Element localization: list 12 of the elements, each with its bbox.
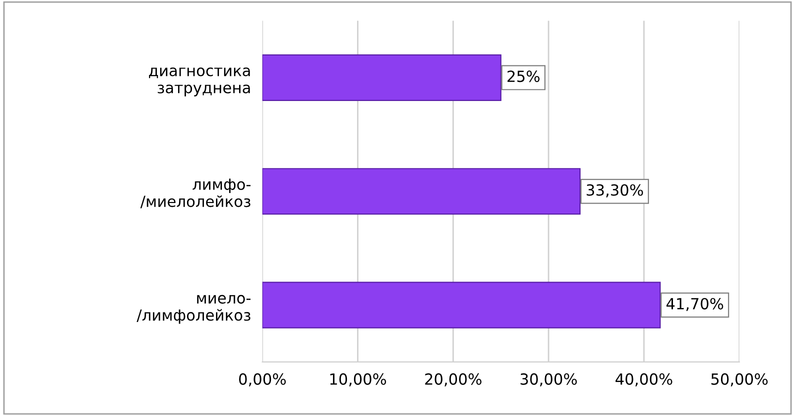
x-tick-label: 50,00% bbox=[711, 373, 768, 386]
x-tick-label: 40,00% bbox=[616, 373, 672, 386]
data-label: 33,30% bbox=[586, 184, 643, 198]
data-label: 25% bbox=[508, 70, 540, 82]
y-tick-label: лимфо- /миелолейкоз bbox=[140, 178, 250, 208]
x-tick-label: 30,00% bbox=[520, 373, 577, 386]
y-tick-label: миело- /лимфолейкоз bbox=[136, 294, 250, 324]
x-tick-label: 20,00% bbox=[425, 373, 482, 386]
y-tick-label: диагностика затруднена bbox=[149, 68, 250, 96]
data-label: 41,70% bbox=[666, 298, 724, 312]
x-tick-label: 10,00% bbox=[330, 373, 386, 386]
x-tick-label: 0,00% bbox=[239, 373, 286, 386]
